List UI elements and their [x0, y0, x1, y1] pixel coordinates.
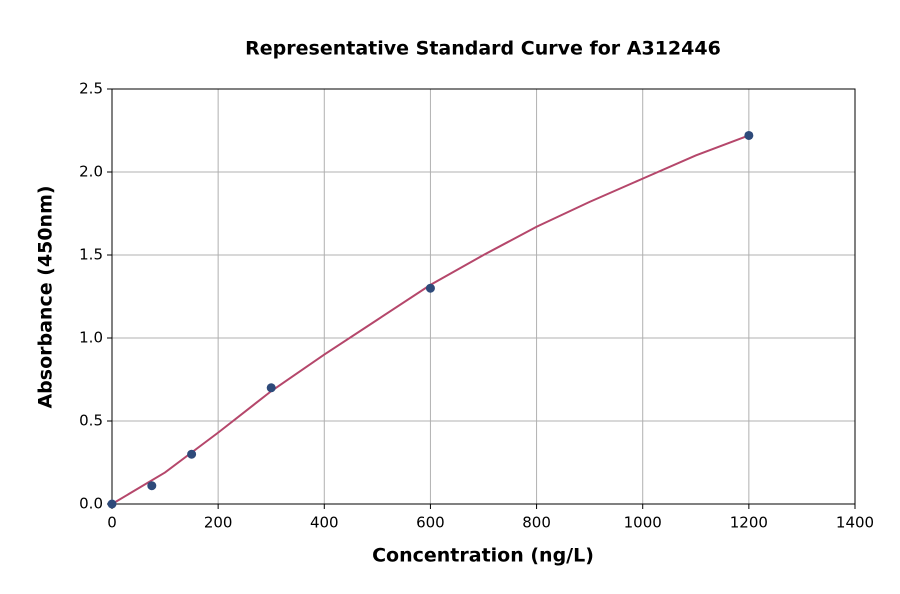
- x-tick-label: 800: [522, 514, 551, 532]
- data-point: [147, 481, 157, 491]
- x-tick-label: 600: [416, 514, 445, 532]
- data-point: [744, 130, 754, 140]
- y-tick-label: 2.5: [79, 80, 103, 98]
- data-point: [187, 449, 197, 459]
- y-tick-label: 0.5: [79, 412, 103, 430]
- x-tick-label: 400: [310, 514, 339, 532]
- x-tick-label: 1000: [624, 514, 662, 532]
- x-tick-label: 200: [204, 514, 233, 532]
- y-tick-label: 2.0: [79, 163, 103, 181]
- x-tick-label: 1400: [836, 514, 874, 532]
- plot-frame: [111, 88, 856, 505]
- x-tick-label: 1200: [730, 514, 768, 532]
- y-tick-label: 0.0: [79, 495, 103, 513]
- y-tick-label: 1.0: [79, 329, 103, 347]
- x-axis-label: Concentration (ng/L): [372, 545, 594, 567]
- y-axis-label: Absorbance (450nm): [35, 185, 57, 408]
- x-tick-label: 0: [107, 514, 117, 532]
- chart-title: Representative Standard Curve for A31244…: [245, 38, 721, 60]
- data-point: [425, 283, 435, 293]
- y-tick-label: 1.5: [79, 246, 103, 264]
- data-point: [107, 499, 117, 509]
- data-point: [266, 383, 276, 393]
